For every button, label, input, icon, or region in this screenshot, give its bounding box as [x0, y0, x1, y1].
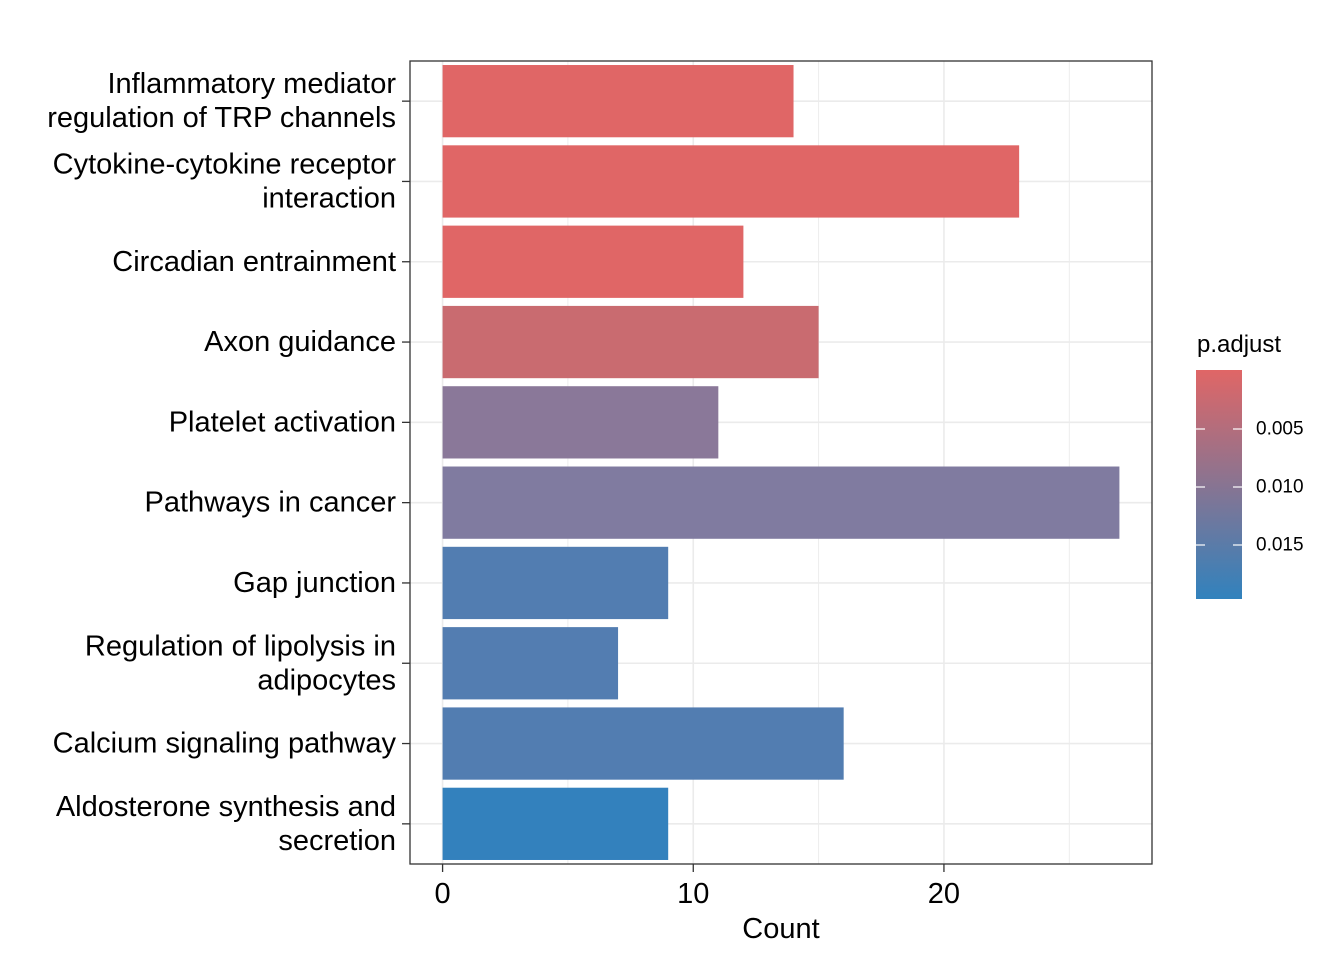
- y-tick-label: Regulation of lipolysis in: [85, 630, 396, 662]
- bars: [442, 65, 1120, 860]
- bar: [442, 305, 819, 379]
- plot-panel-border: [409, 60, 1153, 865]
- legend-tick-label: 0.010: [1256, 477, 1304, 498]
- y-tick-label: Calcium signaling pathway: [53, 728, 397, 760]
- bar: [442, 627, 619, 700]
- y-tick-label: regulation of TRP channels: [47, 102, 396, 134]
- y-tick-label: Cytokine-cytokine receptor: [53, 148, 397, 180]
- legend-tick-label: 0.005: [1256, 419, 1304, 440]
- x-tick-label: 20: [928, 878, 960, 910]
- y-tick-label: Platelet activation: [169, 406, 396, 438]
- legend-ticks: 0.005 0.010 0.015: [1196, 419, 1304, 556]
- legend-tick-label: 0.015: [1256, 535, 1304, 556]
- x-tick-label: 0: [435, 878, 451, 910]
- bar: [442, 225, 744, 298]
- bar: [442, 65, 794, 138]
- bar: [442, 145, 1020, 218]
- legend-colorbar: [1196, 370, 1242, 599]
- y-tick-label: Pathways in cancer: [145, 487, 397, 519]
- y-tick-label: interaction: [262, 182, 396, 214]
- x-axis-title: Count: [742, 913, 819, 945]
- bar: [442, 787, 669, 860]
- x-axis: 0 10 20: [435, 864, 960, 910]
- y-tick-label: adipocytes: [257, 664, 396, 696]
- y-tick-label: secretion: [278, 825, 396, 857]
- bar: [442, 546, 669, 620]
- y-tick-label: Gap junction: [233, 567, 396, 599]
- y-tick-label: Inflammatory mediator: [108, 68, 397, 100]
- legend: p.adjust 0.005 0.010 0.015: [1196, 331, 1304, 599]
- y-tick-label: Aldosterone synthesis and: [56, 791, 396, 823]
- bar: [442, 386, 719, 459]
- bar: [442, 466, 1120, 539]
- legend-title: p.adjust: [1197, 331, 1281, 358]
- y-tick-label: Circadian entrainment: [112, 246, 396, 278]
- y-tick-label: Axon guidance: [204, 326, 396, 358]
- x-tick-label: 10: [677, 878, 709, 910]
- bar: [442, 707, 844, 780]
